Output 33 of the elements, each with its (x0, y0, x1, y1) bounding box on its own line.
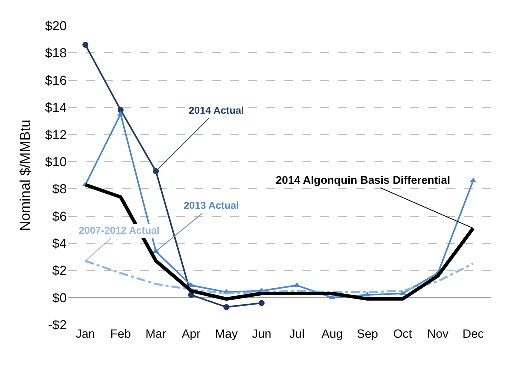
point (82, 42, 89, 48)
x-tick-label: Aug (322, 327, 344, 341)
y-tick-label: $20 (45, 18, 67, 34)
x-tick-label: Jul (289, 327, 305, 341)
point (188, 292, 194, 298)
text: 2007-2012 Actual (79, 226, 160, 237)
y-tick-label: $10 (45, 154, 67, 170)
x-tick-label: Sep (356, 327, 379, 341)
x-tick-label: Dec (462, 327, 484, 341)
x-tick-label: Jun (252, 327, 272, 341)
y-axis-title: Nominal $/MMBtu (17, 120, 33, 232)
x-tick-label: Nov (427, 327, 449, 341)
point (224, 304, 230, 310)
x-tick-label: Apr (182, 327, 201, 341)
y-tick-label: $0 (52, 290, 67, 306)
y-tick-label: $12 (45, 127, 67, 142)
x-tick-label: Oct (394, 327, 413, 341)
y-tick-label: $6 (52, 208, 67, 224)
y-tick-label: $18 (45, 46, 67, 61)
x-tick-label: Feb (110, 327, 132, 341)
y-tick-label: $8 (52, 182, 67, 197)
y-tick-label: $14 (45, 100, 67, 116)
y-tick-label: $4 (52, 236, 67, 251)
x-tick-label: Mar (146, 327, 166, 341)
text: 2014 Actual (189, 106, 244, 117)
text: 2013 Actual (184, 201, 240, 212)
x-tick-label: May (215, 327, 238, 341)
point (258, 300, 265, 306)
x-tick-label: Jan (76, 327, 96, 341)
text: 2014 Algonquin Basis Differential (276, 175, 450, 187)
y-tick-label: $2 (52, 263, 67, 278)
y-tick-label: $16 (45, 72, 67, 88)
y-tick-label: -$2 (48, 318, 67, 333)
